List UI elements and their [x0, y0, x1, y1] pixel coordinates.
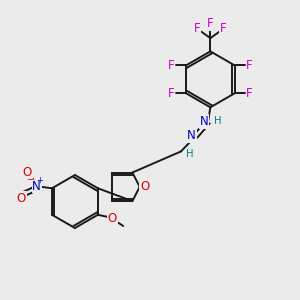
Text: +: + [36, 176, 43, 185]
Text: N: N [32, 180, 41, 193]
Text: F: F [194, 22, 201, 35]
Text: F: F [220, 22, 226, 35]
Text: N: N [187, 129, 196, 142]
Text: H: H [214, 116, 221, 126]
Text: O: O [17, 192, 26, 205]
Text: F: F [168, 87, 174, 100]
Text: −: − [27, 175, 35, 185]
Text: O: O [108, 212, 117, 225]
Text: F: F [168, 59, 174, 72]
Text: H: H [186, 149, 194, 159]
Text: F: F [246, 87, 253, 100]
Text: F: F [246, 59, 253, 72]
Text: O: O [140, 180, 149, 193]
Text: O: O [22, 166, 32, 178]
Text: F: F [207, 17, 214, 30]
Text: N: N [200, 115, 208, 128]
